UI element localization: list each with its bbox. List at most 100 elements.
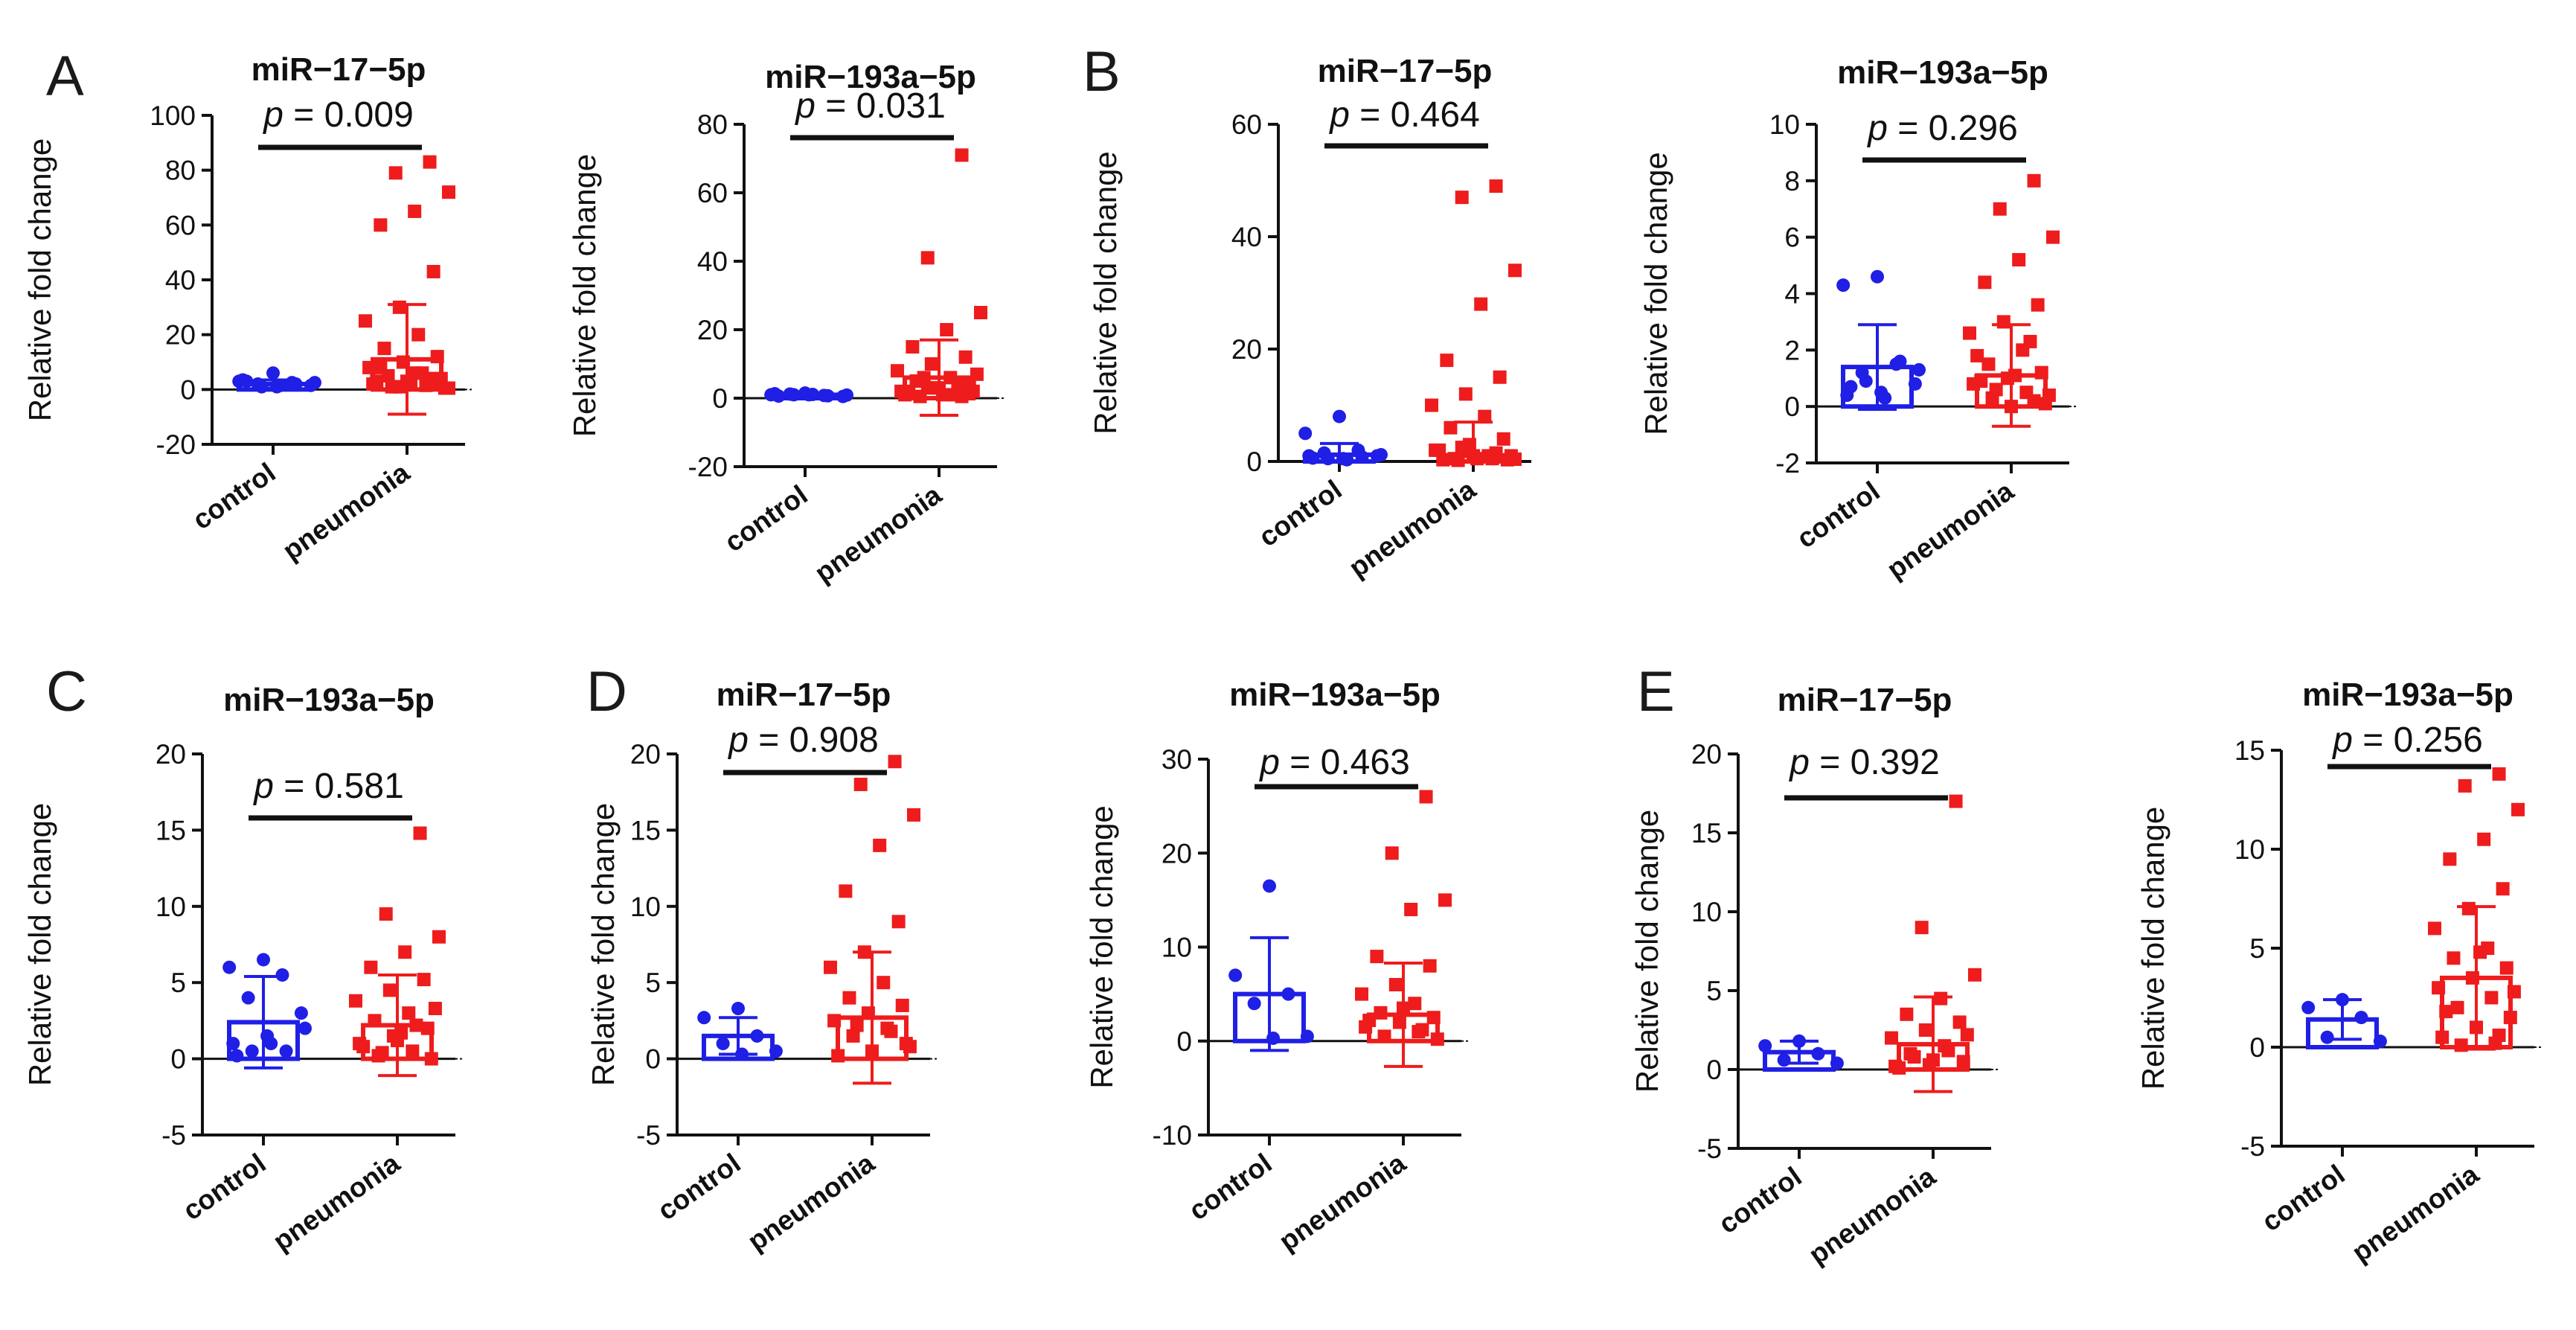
chart-8: miR−17−5p Relative fold change -5 0 5 10 15 20 c… <box>1630 682 1999 1270</box>
pneumonia-point <box>1419 790 1433 804</box>
pneumonia-point <box>2484 991 2499 1005</box>
pneumonia-point <box>1426 1011 1441 1025</box>
y-tick-label: 0 <box>1784 391 1800 422</box>
control-point <box>245 1044 259 1058</box>
y-tick-label: 5 <box>2249 933 2265 964</box>
pneumonia-point <box>404 377 418 391</box>
pneumonia-point <box>2496 882 2510 896</box>
pneumonia-point <box>1470 452 1484 466</box>
pneumonia-point <box>396 355 410 369</box>
control-point <box>308 376 321 390</box>
pneumonia-point <box>1915 921 1929 935</box>
pneumonia-category-label: pneumonia <box>1273 1148 1412 1257</box>
pneumonia-point <box>1907 1050 1921 1064</box>
y-tick-label: 10 <box>1691 897 1722 927</box>
panel-letter-c: C <box>46 660 87 723</box>
pneumonia-point <box>895 998 909 1012</box>
pneumonia-point <box>379 907 393 921</box>
control-point <box>226 1037 240 1051</box>
pneumonia-point <box>888 755 902 769</box>
control-point <box>1321 452 1335 466</box>
control-point <box>840 388 853 402</box>
pneumonia-point <box>955 389 969 403</box>
y-tick-label: 0 <box>2249 1032 2265 1063</box>
pneumonia-point <box>442 381 455 395</box>
pneumonia-point <box>974 306 987 319</box>
control-point <box>1871 269 1884 284</box>
y-tick-label: 20 <box>1691 739 1722 770</box>
pneumonia-point <box>1952 1015 1967 1029</box>
control-point <box>1908 377 1922 391</box>
control-category-label: control <box>652 1148 746 1227</box>
pneumonia-point <box>2511 802 2525 816</box>
y-tick-label: 80 <box>165 156 196 186</box>
pneumonia-point <box>1436 453 1450 467</box>
pneumonia-point <box>1444 421 1458 435</box>
pneumonia-point <box>857 945 871 959</box>
pneumonia-point <box>2027 394 2041 408</box>
pneumonia-point <box>2447 951 2461 965</box>
pneumonia-point <box>1892 1061 1906 1075</box>
pneumonia-point <box>423 155 437 169</box>
control-point <box>1247 997 1261 1011</box>
chart-3: miR−17−5p Relative fold change 0 20 40 60 cont… <box>1088 53 1531 584</box>
control-point <box>716 1037 730 1051</box>
panel-letter-d: D <box>586 660 627 723</box>
p-symbol: p <box>1866 109 1888 148</box>
control-point <box>2354 1011 2368 1025</box>
control-point <box>1777 1053 1791 1067</box>
pneumonia-point <box>2473 945 2487 959</box>
pneumonia-point <box>920 381 935 395</box>
pneumonia-point <box>362 360 377 374</box>
chart-7: miR−193a−5p Relative fold change -10 0 10 20 3… <box>1084 677 1469 1257</box>
control-category-label: control <box>1253 474 1347 553</box>
control-point <box>1859 374 1873 389</box>
pneumonia-point <box>2465 971 2479 985</box>
control-point <box>294 1006 308 1020</box>
y-axis-label: Relative fold change <box>1084 805 1119 1089</box>
pneumonia-point <box>1451 453 1465 467</box>
pneumonia-point <box>432 930 446 944</box>
p-value-label: p = 0.009 <box>262 95 414 135</box>
control-point <box>750 1029 764 1043</box>
control-category-label: control <box>2256 1159 2350 1238</box>
pneumonia-point <box>1993 202 2007 216</box>
pneumonia-point <box>1918 1023 1932 1037</box>
pneumonia-point <box>368 1014 382 1028</box>
control-category-label: control <box>177 1148 271 1227</box>
y-tick-label: 20 <box>165 320 196 351</box>
y-tick-label: 15 <box>630 815 661 845</box>
pneumonia-point <box>1355 987 1368 1001</box>
y-tick-label: -20 <box>688 452 728 482</box>
control-point <box>1281 987 1295 1001</box>
y-tick-label: 15 <box>1691 818 1722 848</box>
y-tick-label: 30 <box>1162 744 1192 775</box>
pneumonia-point <box>2492 767 2506 781</box>
pneumonia-point <box>902 384 916 398</box>
pneumonia-point <box>906 340 920 354</box>
pneumonia-point <box>420 1021 435 1035</box>
control-point <box>279 1044 293 1058</box>
y-tick-label: 4 <box>1784 279 1800 310</box>
chart-2: miR−193a−5p Relative fold change -20 0 20 40 6… <box>567 59 1005 589</box>
y-tick-label: -5 <box>636 1120 661 1151</box>
pneumonia-category-label: pneumonia <box>1343 474 1481 584</box>
pneumonia-point <box>398 945 412 959</box>
pneumonia-point <box>374 360 388 374</box>
y-tick-label: 0 <box>1246 447 1262 477</box>
pneumonia-point <box>1963 326 1976 340</box>
panel-letter-e: E <box>1637 660 1675 723</box>
y-tick-label: 8 <box>1784 166 1800 196</box>
y-tick-label: 10 <box>2234 834 2265 865</box>
control-point <box>772 389 786 403</box>
y-axis-label: Relative fold change <box>567 154 602 438</box>
pneumonia-point <box>951 377 965 391</box>
pneumonia-point <box>411 327 426 342</box>
p-value-label: p = 0.908 <box>727 720 879 760</box>
pneumonia-point <box>2012 253 2026 266</box>
pneumonia-point <box>2461 901 2476 915</box>
control-point <box>222 960 237 974</box>
y-tick-label: 80 <box>697 109 728 140</box>
pneumonia-point <box>430 350 444 364</box>
pneumonia-point <box>1388 978 1403 991</box>
